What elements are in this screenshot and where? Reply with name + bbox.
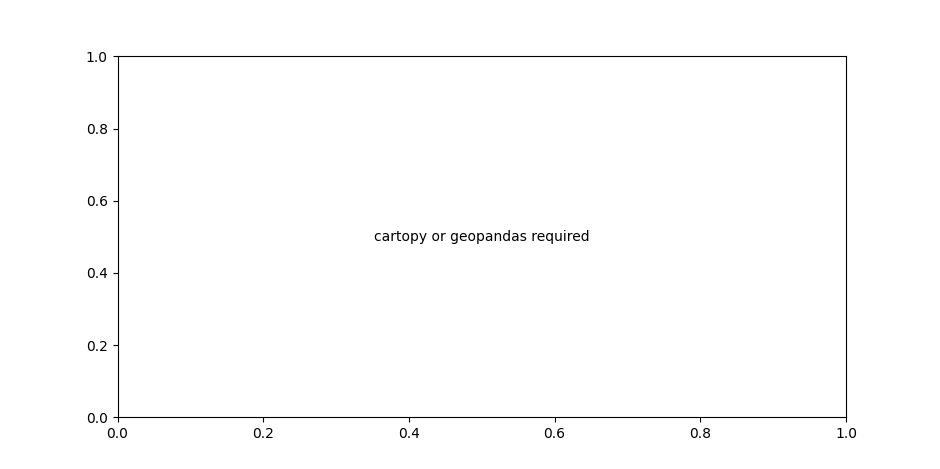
Text: cartopy or geopandas required: cartopy or geopandas required — [374, 230, 589, 244]
